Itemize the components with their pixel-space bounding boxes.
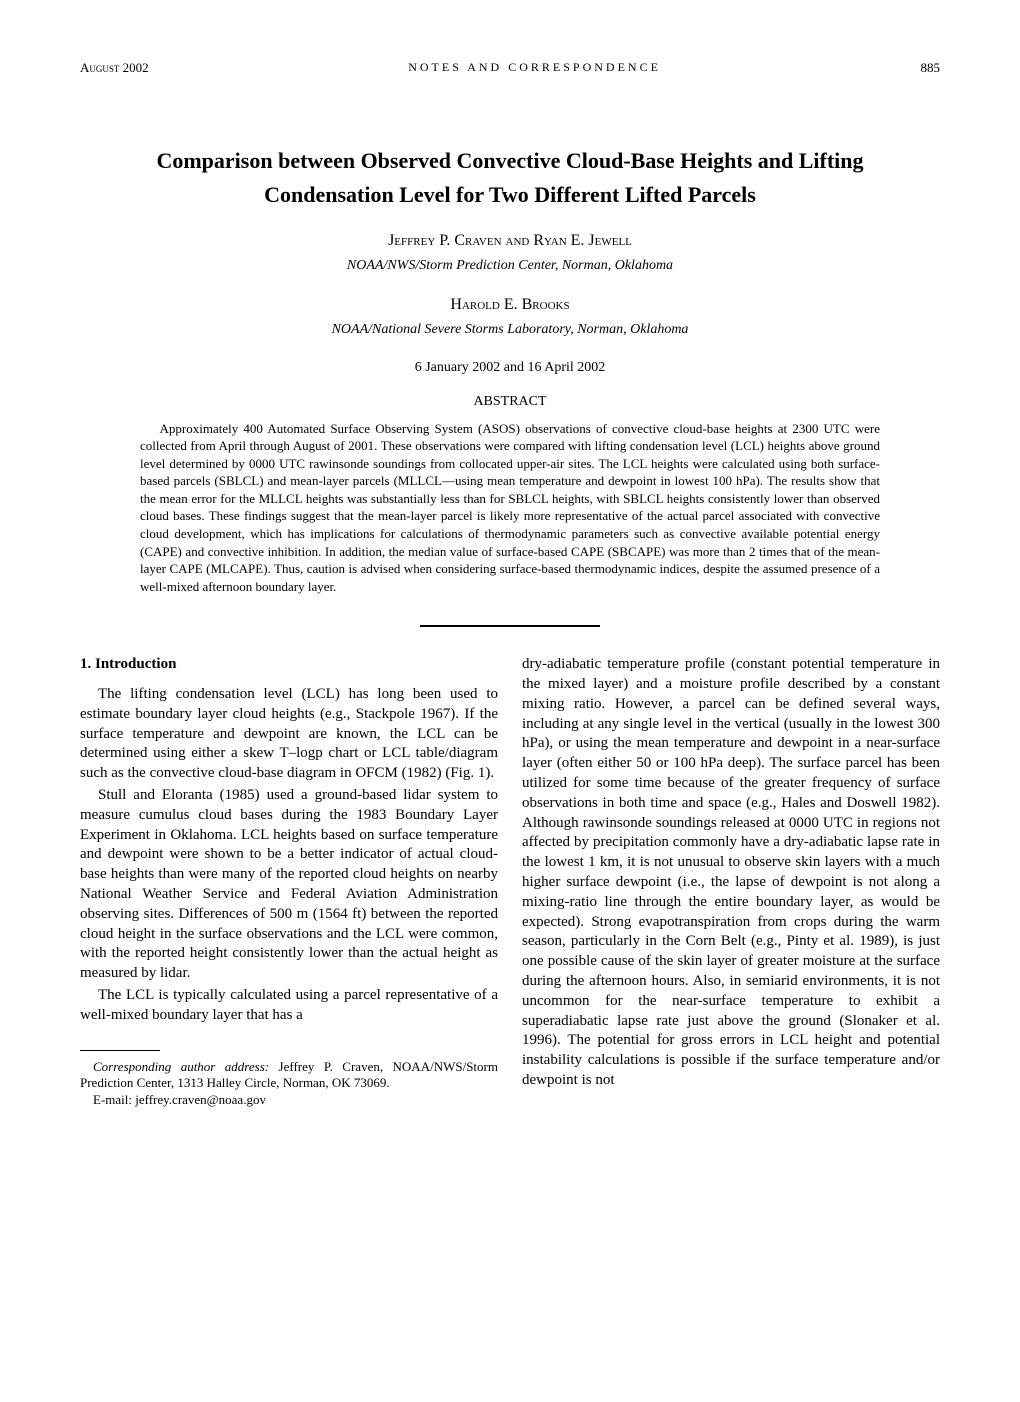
paper-title-line2: Condensation Level for Two Different Lif… [80, 182, 940, 208]
header-section: NOTES AND CORRESPONDENCE [149, 60, 921, 76]
corresponding-author-footnote: Corresponding author address: Jeffrey P.… [80, 1059, 498, 1093]
running-header: August 2002 NOTES AND CORRESPONDENCE 885 [80, 60, 940, 76]
abstract-heading: ABSTRACT [80, 394, 940, 410]
manuscript-dates: 6 January 2002 and 16 April 2002 [80, 360, 940, 376]
body-paragraph: Stull and Eloranta (1985) used a ground-… [80, 786, 498, 984]
left-column: 1. Introduction The lifting condensation… [80, 655, 498, 1109]
footnote-rule [80, 1050, 160, 1051]
affiliation-2: NOAA/National Severe Storms Laboratory, … [80, 322, 940, 338]
authors-block-2: Harold E. Brooks [80, 296, 940, 314]
header-date: August 2002 [80, 60, 149, 76]
affiliation-1: NOAA/NWS/Storm Prediction Center, Norman… [80, 258, 940, 274]
right-column: dry-adiabatic temperature profile (const… [522, 655, 940, 1109]
body-paragraph: The lifting condensation level (LCL) has… [80, 685, 498, 784]
body-paragraph: The LCL is typically calculated using a … [80, 986, 498, 1026]
section-rule [420, 625, 600, 627]
abstract-text: Approximately 400 Automated Surface Obse… [140, 420, 880, 595]
section-1-heading: 1. Introduction [80, 655, 498, 675]
footnote-label: Corresponding author address: [93, 1059, 269, 1074]
footnote-email: E-mail: jeffrey.craven@noaa.gov [80, 1092, 498, 1109]
body-paragraph: dry-adiabatic temperature profile (const… [522, 655, 940, 1091]
paper-title-line1: Comparison between Observed Convective C… [80, 146, 940, 176]
header-page-number: 885 [921, 60, 941, 76]
authors-block-1: Jeffrey P. Craven and Ryan E. Jewell [80, 232, 940, 250]
body-columns: 1. Introduction The lifting condensation… [80, 655, 940, 1109]
